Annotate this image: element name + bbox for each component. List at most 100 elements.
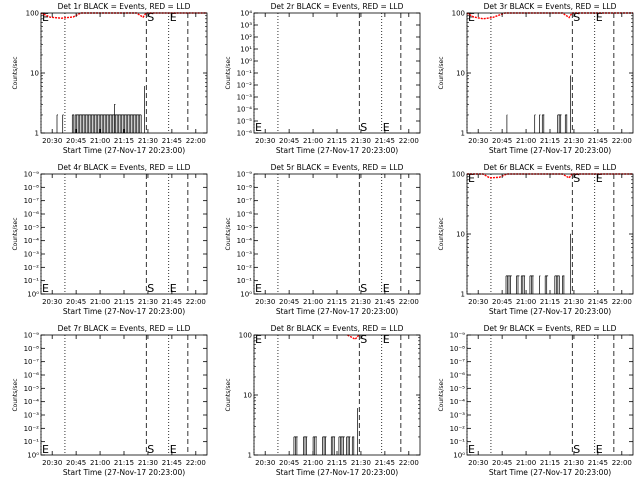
panel-9-xtick-label: 21:00 (516, 459, 536, 467)
detector-panel: Det 4r BLACK = Events, RED = LLD Counts/s… (12, 163, 208, 316)
panel-6-events-burst (505, 275, 512, 294)
panel-3-events-burst (534, 114, 536, 133)
panel-2-ytick-label: 10² (240, 33, 252, 41)
panel-1-xtick-label: 21:00 (90, 137, 110, 145)
detector-panel: Det 7r BLACK = Events, RED = LLD Counts/s… (12, 324, 208, 477)
panel-1-ytick-label: 100 (26, 10, 39, 18)
panel-9-ytick-label: 10⁻² (450, 425, 466, 433)
panel-7-xtick-label: 21:15 (114, 459, 134, 467)
panel-6-marker-label: S (573, 172, 580, 185)
panel-8-events-burst (312, 436, 317, 455)
panel-1-xtick-label: 21:45 (162, 137, 182, 145)
panel-6-events-burst (529, 275, 534, 294)
panel-3-ytick-label: 100 (452, 10, 465, 18)
panel-3-title: Det 3r BLACK = Events, RED = LLD (484, 2, 617, 11)
panel-5-ytick-label: 10⁻⁵ (237, 224, 253, 232)
panel-4-ytick-label: 10⁻⁸ (24, 184, 40, 192)
panel-8-ytick-label: 10 (243, 392, 252, 400)
panel-7-xtick-label: 21:45 (162, 459, 182, 467)
panel-9-marker-label: E (596, 443, 603, 456)
panel-3-ylabel: Counts/sec (438, 56, 445, 89)
panel-9-xtick-label: 20:45 (492, 459, 512, 467)
panel-8-events-burst (303, 436, 308, 455)
panel-2-ytick-label: 10⁻³ (237, 93, 253, 101)
panel-7-ytick-label: 10⁰ (27, 452, 39, 460)
panel-8-events-burst (346, 436, 351, 455)
panel-8-xtick-label: 20:30 (255, 459, 275, 467)
panel-1-events-burst (114, 104, 116, 133)
panel-6-marker-label: E (468, 172, 475, 185)
panel-8-xtick-label: 20:45 (279, 459, 299, 467)
panel-5-ytick-label: 10⁻⁶ (237, 211, 253, 219)
detector-panel: Det 8r BLACK = Events, RED = LLD Counts/s… (225, 324, 421, 477)
panel-1-xtick-label: 21:15 (114, 137, 134, 145)
panel-4-xtick-label: 22:00 (186, 298, 206, 306)
panel-7-ylabel: Counts/sec (12, 378, 19, 411)
panel-2-marker-label: E (383, 121, 390, 134)
panel-9-xtick-label: 21:30 (564, 459, 584, 467)
panel-9-ytick-label: 10⁰ (453, 452, 465, 460)
panel-5-ytick-label: 10⁻⁴ (237, 237, 253, 245)
panel-3-events-burst (570, 75, 572, 133)
panel-9-ytick-label: 10⁻⁵ (450, 385, 466, 393)
panel-3-xtick-label: 20:45 (492, 137, 512, 145)
panel-2-xtick-label: 21:00 (303, 137, 323, 145)
panel-8-ytick-label: 100 (239, 332, 252, 340)
panel-6-title: Det 6r BLACK = Events, RED = LLD (484, 163, 617, 172)
panel-6-ylabel: Counts/sec (438, 217, 445, 250)
panel-3-xtick-label: 22:00 (612, 137, 632, 145)
panel-6-events-burst (554, 275, 560, 294)
panel-3-xtick-label: 21:45 (588, 137, 608, 145)
panel-1-xtick-label: 21:30 (138, 137, 158, 145)
panel-7-xtick-label: 21:30 (138, 459, 158, 467)
panel-1-ylabel: Counts/sec (12, 56, 19, 89)
panel-4-xtick-label: 20:45 (66, 298, 86, 306)
panel-4-xtick-label: 21:30 (138, 298, 158, 306)
detector-panel: Det 5r BLACK = Events, RED = LLD Counts/s… (225, 163, 421, 316)
panel-5-xtick-label: 21:45 (375, 298, 395, 306)
panel-2-ytick-label: 10⁻⁶ (237, 130, 253, 138)
panel-9-xtick-label: 22:00 (612, 459, 632, 467)
panel-2-marker-label: E (255, 121, 262, 134)
panel-3-xtick-label: 21:00 (516, 137, 536, 145)
panel-2-xtick-label: 21:45 (375, 137, 395, 145)
panel-2-xtick-label: 20:30 (255, 137, 275, 145)
panel-3-xtick-label: 21:30 (564, 137, 584, 145)
panel-9-ytick-label: 10⁻⁸ (450, 345, 466, 353)
panel-2-ytick-label: 10⁰ (240, 57, 252, 65)
panel-6-ytick-label: 100 (452, 171, 465, 179)
panel-4-ytick-label: 10⁻⁹ (24, 171, 40, 179)
panel-4-marker-label: S (147, 282, 154, 295)
panel-3-marker-label: S (573, 11, 580, 24)
panel-1-marker-label: E (42, 11, 49, 24)
panel-6-events-burst (539, 275, 541, 294)
detector-panel: Det 9r BLACK = Events, RED = LLD Counts/s… (438, 324, 634, 477)
panel-8-xtick-label: 21:45 (375, 459, 395, 467)
panel-5-ytick-label: 10⁻⁷ (237, 197, 253, 205)
panel-3-events-burst (557, 114, 562, 133)
panel-9-title: Det 9r BLACK = Events, RED = LLD (484, 324, 617, 333)
panel-9-ytick-label: 10⁻¹ (450, 438, 466, 446)
panel-6-events-burst (562, 275, 565, 294)
panel-2-ytick-label: 10⁻¹ (237, 70, 253, 78)
panel-7-ytick-label: 10⁻⁸ (24, 345, 40, 353)
panel-8-lld-line (347, 334, 360, 341)
panel-4-xlabel: Start Time (27-Nov-17 20:23:00) (63, 307, 185, 316)
panel-6-xtick-label: 20:30 (468, 298, 488, 306)
panel-4-ytick-label: 10⁻³ (24, 250, 40, 258)
panel-2-ylabel: Counts/sec (225, 56, 232, 89)
panel-7-xtick-label: 22:00 (186, 459, 206, 467)
panel-7-ytick-label: 10⁻⁶ (24, 372, 40, 380)
panel-5-xtick-label: 22:00 (399, 298, 419, 306)
panel-8-xtick-label: 21:30 (351, 459, 371, 467)
panel-9-xlabel: Start Time (27-Nov-17 20:23:00) (489, 468, 611, 477)
panel-6-xtick-label: 20:45 (492, 298, 512, 306)
panel-9-marker-label: S (573, 443, 580, 456)
panel-1-ytick-label: 10 (30, 70, 39, 78)
panel-8-events-burst (338, 436, 345, 455)
panel-6-ytick-label: 10 (456, 231, 465, 239)
panel-2-ytick-label: 10⁻⁵ (237, 117, 253, 125)
panel-4-ytick-label: 10⁻⁴ (24, 237, 40, 245)
panel-3-events-burst (539, 114, 541, 133)
panel-4-ytick-label: 10⁻⁵ (24, 224, 40, 232)
